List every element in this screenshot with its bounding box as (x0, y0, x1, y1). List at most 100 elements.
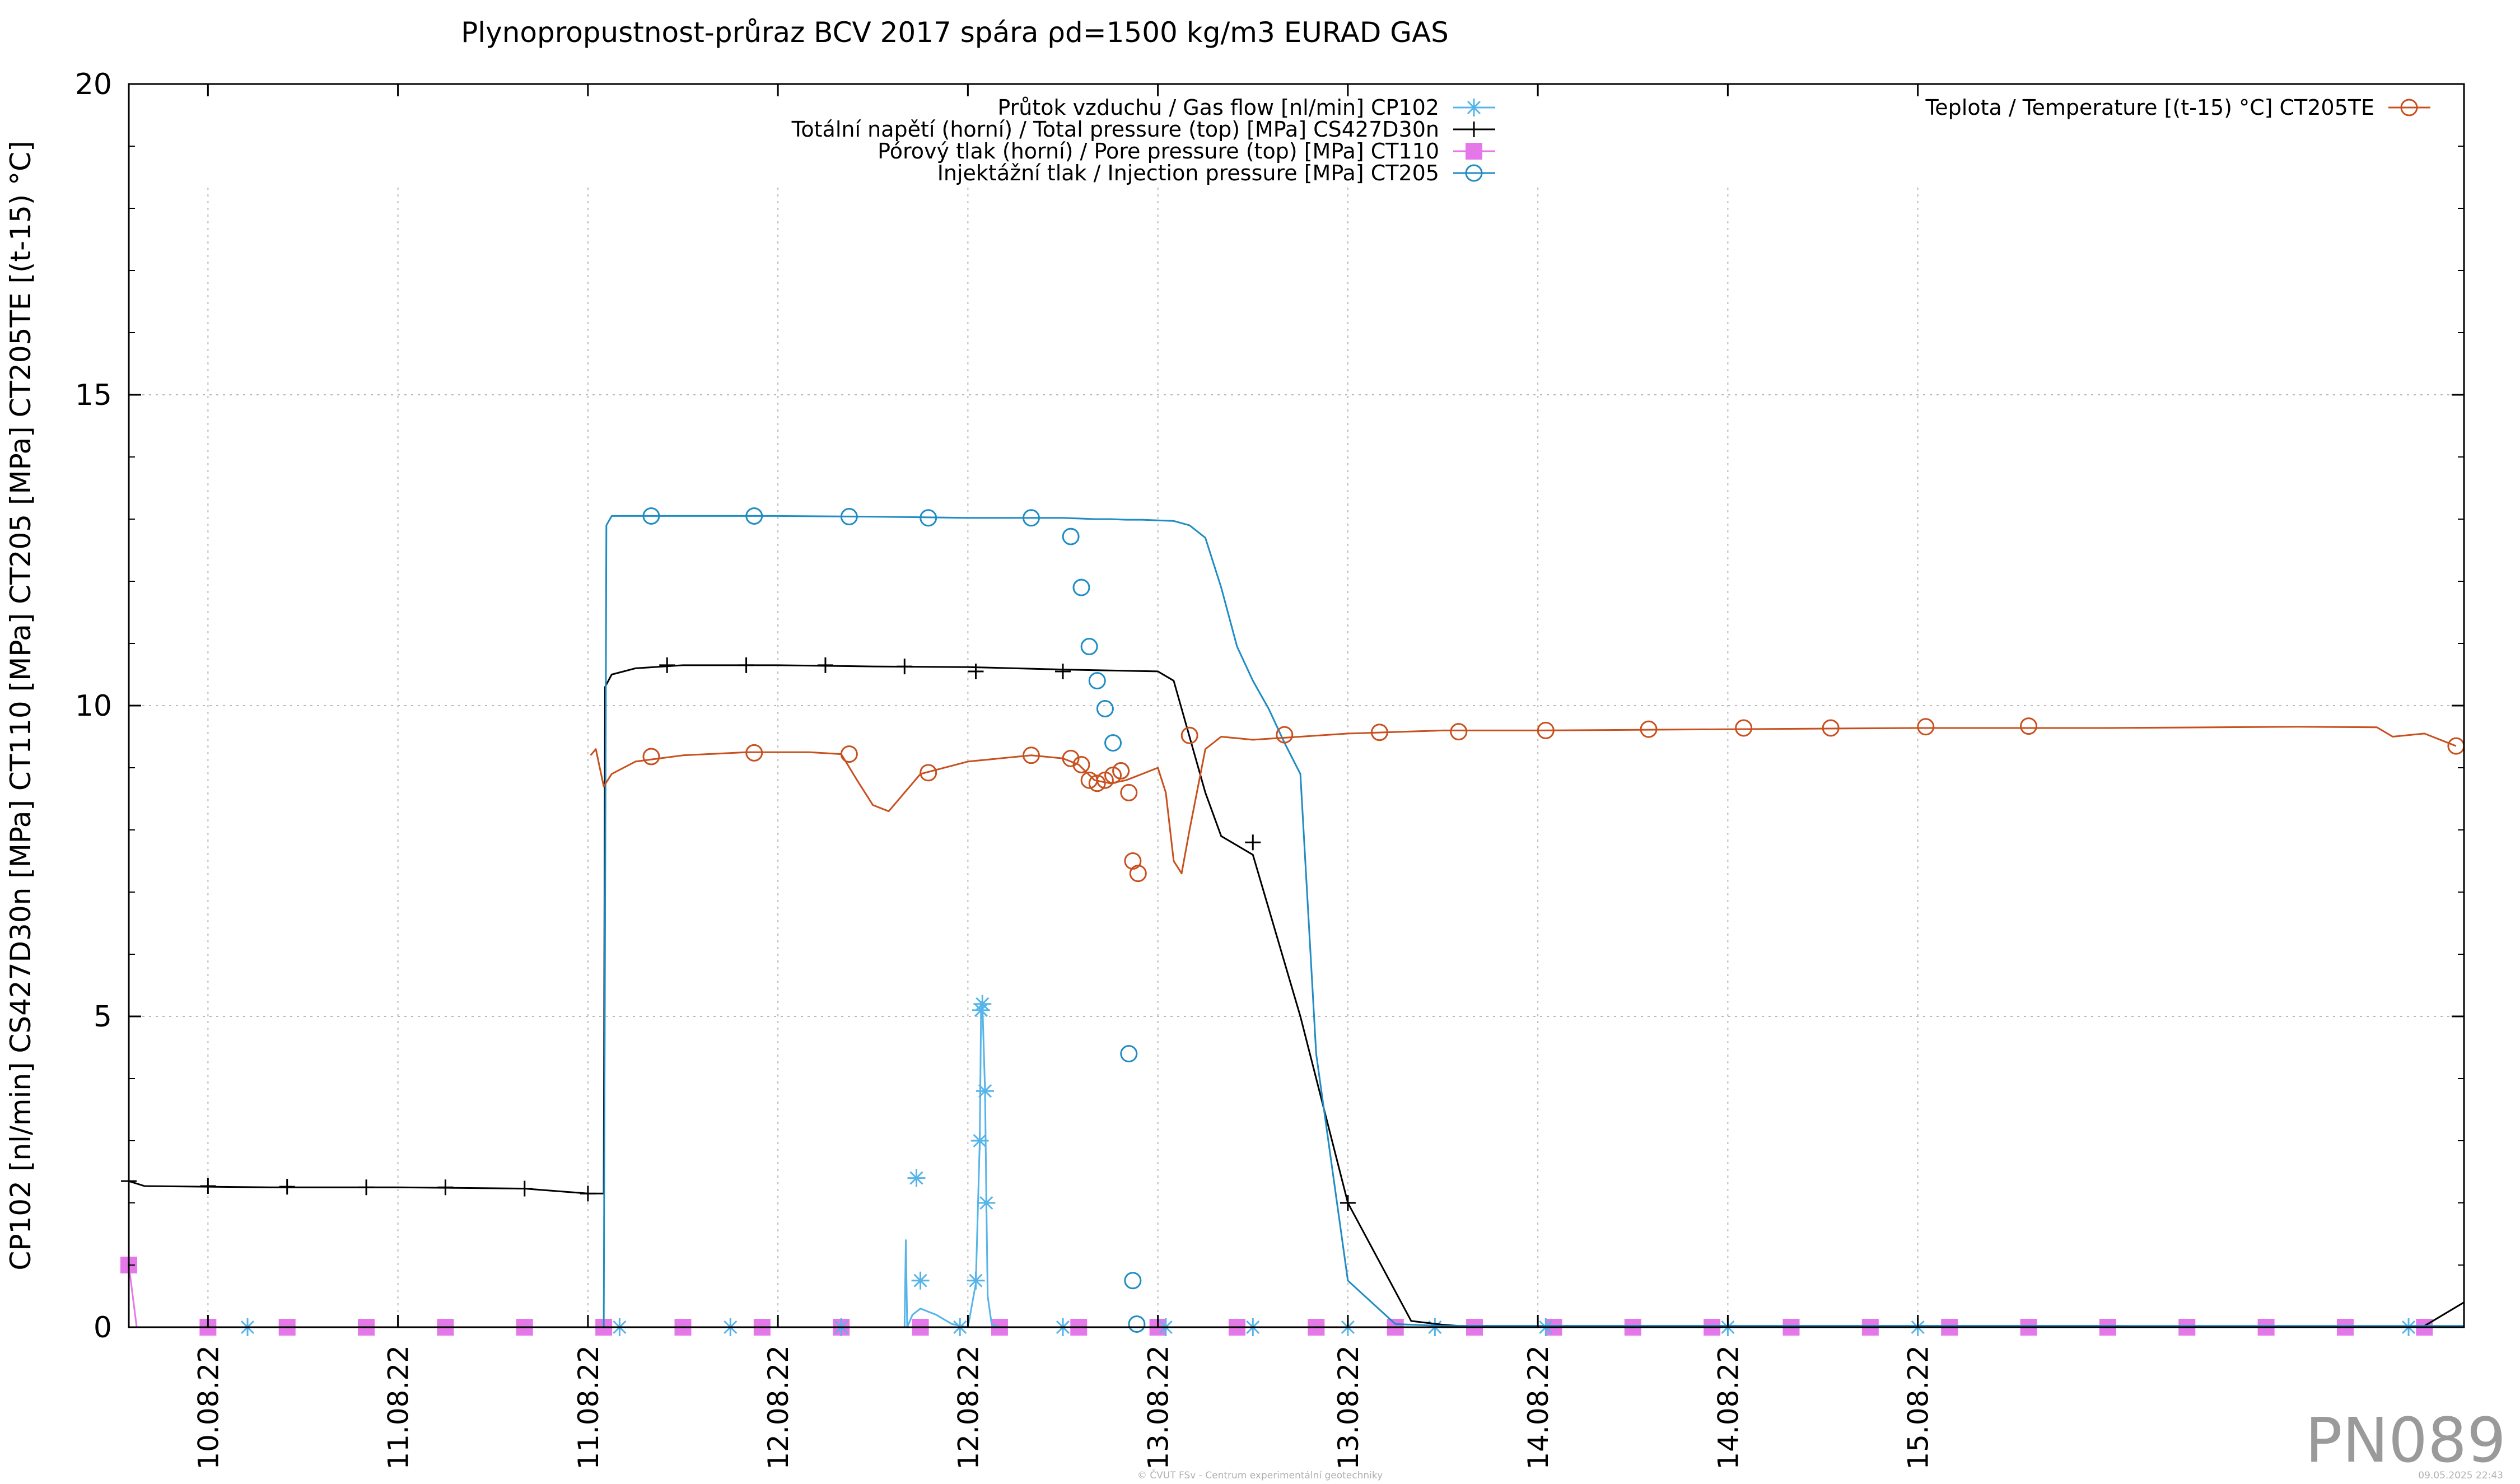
data-point-gas-flow (970, 1132, 989, 1150)
data-point-total-pressure (968, 663, 984, 679)
y-tick-label: 20 (75, 68, 112, 101)
x-tick-label: 11.08.22 (572, 1345, 605, 1470)
x-tick-label: 13.08.22 (1142, 1345, 1175, 1470)
series-gas-flow (129, 995, 2464, 1336)
legend-swatch-marker (1465, 164, 1483, 182)
data-point-temperature (1129, 865, 1147, 883)
data-point-total-pressure (1340, 1195, 1356, 1211)
data-point-temperature (1072, 755, 1090, 773)
data-point-temperature (1022, 746, 1040, 764)
data-point-gas-flow (911, 1271, 930, 1290)
data-point-temperature (1640, 720, 1658, 738)
data-point-gas-flow (973, 995, 992, 1013)
axes: 0 5 10 15 20 10.08.22 11.08.22 11.08.22 12.08.22… (75, 68, 2464, 1470)
data-point-injection-pressure (642, 507, 660, 525)
data-point-injection-pressure (1096, 700, 1114, 718)
data-point-total-pressure (200, 1178, 216, 1194)
legend-label: Pórový tlak (horní) / Pore pressure (top… (878, 139, 1439, 164)
data-point-injection-pressure (1062, 528, 1080, 545)
data-point-temperature (2020, 717, 2038, 735)
data-point-temperature (1735, 719, 1753, 737)
data-point-total-pressure (580, 1186, 596, 1202)
data-point-injection-pressure (745, 507, 763, 525)
data-point-temperature (840, 745, 858, 763)
legend-item-temperature: Teplota / Temperature [(t-15) °C] CT205T… (1925, 95, 2430, 120)
data-point-temperature (1120, 783, 1138, 801)
data-point-gas-flow (972, 1001, 990, 1019)
data-point-injection-pressure (1080, 638, 1098, 656)
y-tick-label: 5 (94, 1000, 112, 1034)
data-point-temperature (745, 744, 763, 762)
data-point-total-pressure (1245, 834, 1261, 851)
legend-swatch-marker (2400, 99, 2418, 116)
y-tick-label: 10 (75, 689, 112, 723)
data-point-temperature (1370, 724, 1388, 741)
data-point-temperature (642, 748, 660, 766)
data-point-injection-pressure (1120, 1045, 1138, 1063)
data-point-temperature (1822, 719, 1840, 737)
x-tick-label: 11.08.22 (382, 1345, 415, 1470)
data-point-temperature (1088, 774, 1106, 792)
series-injection-pressure (129, 507, 2464, 1333)
y-tick-label: 0 (94, 1311, 112, 1345)
data-point-temperature (1124, 852, 1142, 870)
legend-item-gas-flow: Průtok vzduchu / Gas flow [nl/min] CP102 (997, 95, 1495, 120)
data-point-gas-flow (977, 1194, 996, 1212)
x-tick-label: 13.08.22 (1332, 1345, 1365, 1470)
data-point-injection-pressure (1022, 509, 1040, 527)
data-point-total-pressure (659, 657, 675, 673)
data-point-total-pressure (817, 657, 833, 673)
grid (129, 188, 2464, 1327)
data-point-temperature (1112, 762, 1130, 780)
legend-swatch-marker (1465, 99, 1483, 116)
legend-item-pore-pressure: Pórový tlak (horní) / Pore pressure (top… (878, 139, 1495, 164)
series-temperature (590, 717, 2465, 883)
series-line-injection-pressure (129, 515, 2464, 1328)
data-point-temperature (1062, 749, 1080, 767)
data-point-temperature (1917, 718, 1935, 736)
data-point-temperature (1537, 721, 1555, 739)
y-tick-label: 15 (75, 379, 112, 412)
data-point-temperature (1180, 726, 1198, 744)
data-point-injection-pressure (1104, 734, 1122, 752)
chart-title: Plynopropustnost-průraz BCV 2017 spára ρ… (461, 16, 1449, 49)
plot-area (120, 507, 2465, 1336)
legend-swatch-marker (1466, 143, 1482, 160)
legend: Průtok vzduchu / Gas flow [nl/min] CP102… (791, 95, 2430, 185)
legend-item-total-pressure: Totální napětí (horní) / Total pressure … (791, 117, 1495, 142)
data-point-temperature (1450, 723, 1468, 741)
data-point-gas-flow (976, 1082, 994, 1100)
data-point-total-pressure (1055, 663, 1071, 679)
data-point-injection-pressure (1124, 1272, 1142, 1290)
data-point-injection-pressure (1128, 1315, 1146, 1333)
data-point-total-pressure (358, 1179, 375, 1196)
footer-copyright: © ČVUT FSv - Centrum experimentální geot… (1137, 1469, 1383, 1481)
legend-item-injection-pressure: Injektážní tlak / Injection pressure [MP… (937, 161, 1495, 185)
series-line-temperature (590, 726, 2457, 875)
footer-timestamp: 09.05.2025 22:43 (2418, 1470, 2503, 1481)
legend-label: Teplota / Temperature [(t-15) °C] CT205T… (1925, 95, 2374, 120)
data-point-injection-pressure (1072, 578, 1090, 596)
series-line-gas-flow (129, 1003, 2464, 1328)
legend-swatch-marker (1466, 122, 1482, 137)
data-point-total-pressure (897, 659, 913, 675)
data-point-gas-flow (967, 1271, 985, 1290)
data-point-total-pressure (279, 1179, 295, 1195)
watermark: PN089 (2305, 1404, 2506, 1476)
x-tick-label: 10.08.22 (192, 1345, 225, 1470)
x-tick-label: 12.08.22 (952, 1345, 984, 1470)
data-point-total-pressure (437, 1179, 454, 1196)
series-line-pore-pressure (128, 1264, 2456, 1328)
data-point-temperature (920, 764, 937, 782)
legend-label: Injektážní tlak / Injection pressure [MP… (937, 161, 1439, 185)
y-axis-label: CP102 [nl/min] CS427D30n [MPa] CT110 [MP… (4, 141, 37, 1270)
data-point-injection-pressure (840, 508, 858, 526)
x-tick-label: 14.08.22 (1712, 1345, 1744, 1470)
x-tick-label: 15.08.22 (1902, 1345, 1935, 1470)
legend-label: Totální napětí (horní) / Total pressure … (791, 117, 1439, 142)
data-point-injection-pressure (1088, 672, 1106, 690)
data-point-gas-flow (907, 1169, 926, 1187)
x-tick-label: 14.08.22 (1522, 1345, 1555, 1470)
data-point-total-pressure (516, 1180, 533, 1197)
